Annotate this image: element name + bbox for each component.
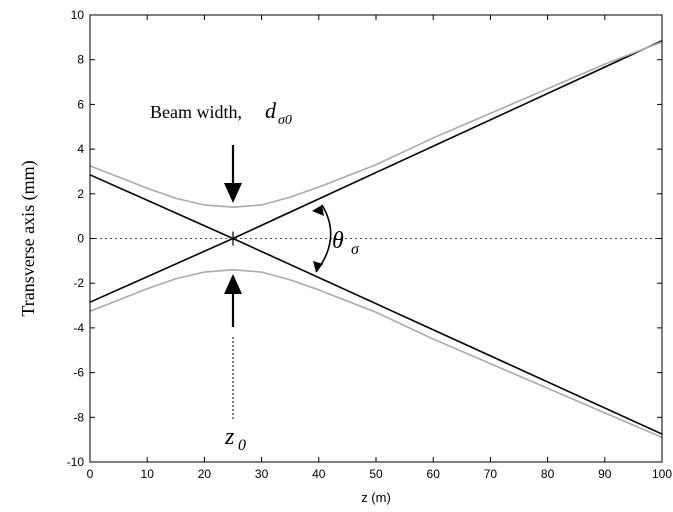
y-tick-label: 4: [77, 142, 84, 156]
top-arrow: [224, 145, 242, 203]
x-tick-label: 40: [312, 467, 326, 481]
beam-width-text: Beam width,: [150, 102, 242, 122]
y-tick-label: -2: [73, 276, 84, 290]
beam-width-subscript: σ0: [278, 113, 292, 128]
series-line-2: [89, 39, 663, 303]
bottom-arrow: [224, 274, 242, 327]
z0-subscript: 0: [238, 437, 246, 454]
series-line-1: [89, 174, 663, 435]
beam-width-annotation: Beam width, d σ0: [150, 98, 292, 128]
y-tick-label: 2: [77, 187, 84, 201]
y-tick-label: -8: [73, 410, 84, 424]
y-tick-label: -4: [73, 321, 84, 335]
x-tick-label: 60: [427, 467, 441, 481]
series-line-3: [89, 41, 663, 209]
theta-subscript: σ: [351, 241, 360, 258]
x-tick-label: 0: [87, 467, 94, 481]
angle-arc: [312, 204, 332, 273]
x-tick-label: 90: [598, 467, 612, 481]
z0-annotation: z 0: [224, 424, 246, 454]
x-tick-label: 100: [652, 467, 672, 481]
axis-ticks: 0 10 20 30 40 50 60 70 80 90 100 -10 -8 -6 -4 -2 0 2 4 6 8 10: [67, 8, 673, 481]
y-tick-label: -10: [67, 455, 85, 469]
y-tick-label: 6: [77, 97, 84, 111]
y-tick-label: -6: [73, 366, 84, 380]
z0-symbol: z: [224, 424, 235, 450]
divergence-angle-annotation: θ σ: [332, 228, 360, 258]
y-tick-label: 10: [71, 8, 85, 22]
series-line-4: [89, 268, 663, 439]
x-tick-label: 10: [141, 467, 155, 481]
y-tick-label: 8: [77, 53, 84, 67]
x-tick-label: 80: [541, 467, 555, 481]
x-tick-label: 30: [255, 467, 269, 481]
theta-symbol: θ: [332, 228, 344, 254]
plot-marks: [89, 39, 663, 439]
x-tick-label: 50: [369, 467, 383, 481]
beam-width-symbol: d: [265, 98, 277, 123]
x-tick-label: 20: [198, 467, 212, 481]
x-axis-label: z (m): [361, 490, 391, 505]
y-tick-label: 0: [77, 232, 84, 246]
x-tick-label: 70: [484, 467, 498, 481]
y-axis-label: Transverse axis (mm): [18, 160, 39, 316]
